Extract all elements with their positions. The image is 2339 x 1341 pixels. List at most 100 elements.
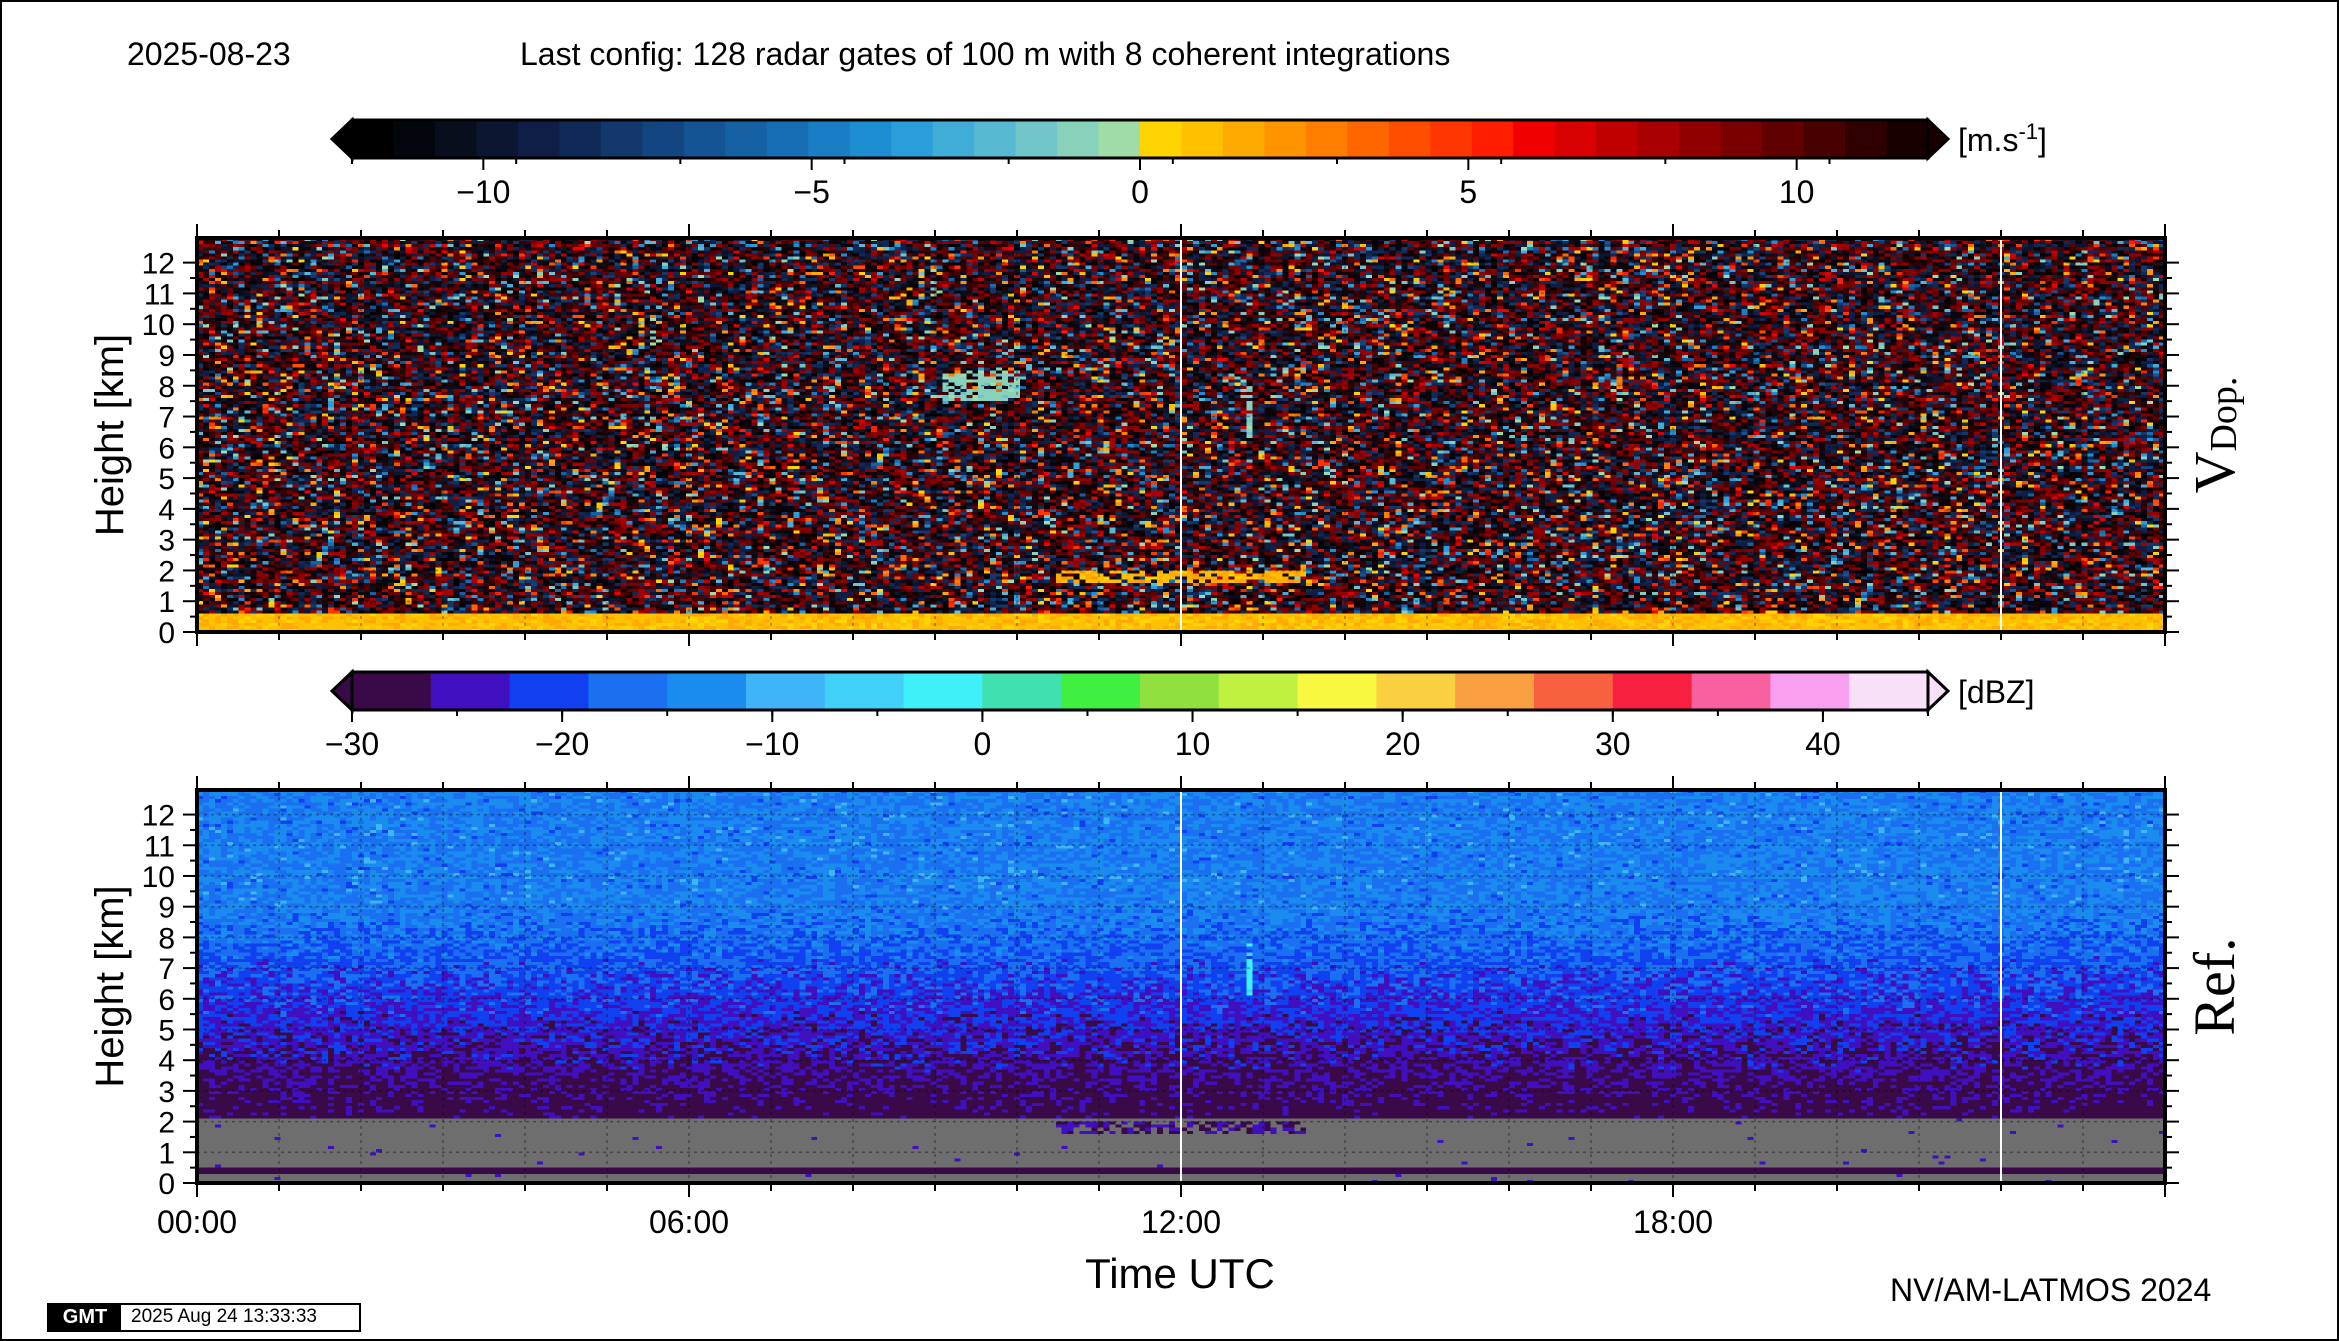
y-tick-label: 10: [142, 861, 175, 894]
colorbar-swatch: [1770, 672, 1850, 710]
colorbar-low-arrow: [329, 668, 354, 714]
y-tick-label: 7: [158, 402, 175, 435]
colorbar-swatch: [1061, 672, 1141, 710]
colorbar-tick-label: −30: [325, 726, 379, 762]
colorbar-swatch: [1596, 120, 1639, 158]
y-tick-label: 3: [158, 1076, 175, 1109]
colorbar-swatch: [1637, 120, 1680, 158]
colorbar-swatch: [1305, 120, 1348, 158]
colorbar-swatch: [1388, 120, 1431, 158]
colorbar-swatch: [766, 120, 809, 158]
x-tick-label: 06:00: [649, 1204, 729, 1240]
y-axis-label: Height [km]: [88, 885, 132, 1087]
colorbar-swatch: [982, 672, 1062, 710]
colorbar-tick-label: 20: [1385, 726, 1421, 762]
y-tick-label: 1: [158, 586, 175, 619]
colorbar-swatch: [974, 120, 1017, 158]
colorbar-swatch: [1534, 672, 1614, 710]
y-tick-label: 6: [158, 984, 175, 1017]
colorbar-swatch: [1554, 120, 1597, 158]
colorbar-swatch: [1886, 120, 1929, 158]
colorbar-swatch: [1845, 120, 1888, 158]
colorbar-swatch: [667, 672, 747, 710]
colorbar-swatch: [1181, 120, 1224, 158]
colorbar-swatch: [1691, 672, 1771, 710]
y-tick-label: 8: [158, 371, 175, 404]
velocity-colorbar: −10 −5 0 5 10 [m.s-1]: [329, 116, 2047, 210]
colorbar-low-arrow: [329, 116, 354, 162]
colorbar-swatch: [824, 672, 905, 710]
y-tick-label: 12: [142, 800, 175, 833]
colorbar-swatch: [1218, 672, 1299, 710]
gmt-timestamp: 2025 Aug 24 13:33:33: [131, 1306, 317, 1327]
colorbar-swatch: [430, 672, 511, 710]
y-tick-label: 4: [158, 494, 175, 527]
colorbar-tick-label: 10: [1779, 174, 1815, 210]
y-axis-label: Height [km]: [88, 334, 132, 536]
colorbar-tick-label: −5: [793, 174, 829, 210]
colorbar-tick-label: 0: [1131, 174, 1149, 210]
colorbar-swatch: [1849, 672, 1929, 710]
panel-label: VDop.: [2182, 377, 2247, 494]
y-tick-label: 11: [144, 278, 175, 311]
y-tick-label: 9: [158, 892, 175, 925]
colorbar-swatch: [588, 672, 668, 710]
colorbar-swatch: [1222, 120, 1266, 158]
x-axis-label: Time UTC: [1085, 1250, 1275, 1297]
y-tick-label: 9: [158, 340, 175, 373]
colorbar-swatch: [352, 120, 395, 158]
y-tick-label: 4: [158, 1045, 175, 1078]
y-tick-label: 5: [158, 1014, 175, 1047]
colorbar-tick-label: 5: [1459, 174, 1477, 210]
colorbar-swatch: [1015, 120, 1058, 158]
reflectivity-colorbar: −30 −20 −10 0 10 20 30 40 [dBZ]: [325, 668, 2034, 762]
panel-label: Ref.: [2182, 937, 2247, 1035]
gmt-logo: GMT: [49, 1305, 121, 1330]
colorbar-swatch: [1455, 672, 1535, 710]
colorbar-swatch: [1140, 672, 1220, 710]
y-tick-label: 11: [144, 830, 175, 863]
colorbar-swatch: [1057, 120, 1100, 158]
colorbar-swatch: [808, 120, 851, 158]
colorbar-swatch: [1264, 120, 1307, 158]
colorbar-swatch: [1430, 120, 1473, 158]
colorbar-swatch: [1513, 120, 1556, 158]
colorbar-tick-label: 0: [974, 726, 992, 762]
colorbar-tick-label: 40: [1805, 726, 1841, 762]
y-tick-label: 7: [158, 953, 175, 986]
colorbar-swatch: [476, 120, 519, 158]
colorbar-swatch: [849, 120, 892, 158]
y-tick-label: 5: [158, 463, 175, 496]
x-tick-label: 12:00: [1141, 1204, 1221, 1240]
y-tick-label: 10: [142, 309, 175, 342]
credit-label: NV/AM-LATMOS 2024: [1890, 1272, 2212, 1308]
colorbar-swatch: [1098, 120, 1141, 158]
colorbar-swatch: [1297, 672, 1377, 710]
colorbar-swatch: [683, 120, 726, 158]
colorbar-swatch: [891, 120, 934, 158]
colorbar-tick-label: −10: [456, 174, 510, 210]
colorbar-swatch: [903, 672, 983, 710]
colorbar-swatch: [1720, 120, 1763, 158]
y-tick-label: 6: [158, 432, 175, 465]
colorbar-swatch: [746, 672, 826, 710]
colorbar-high-arrow: [1926, 116, 1951, 162]
gmt-timestamp-badge: GMT 2025 Aug 24 13:33:33: [47, 1303, 361, 1332]
y-tick-label: 8: [158, 922, 175, 955]
colorbar-unit: [m.s-1]: [1958, 119, 2047, 158]
colorbar-swatch: [1376, 672, 1456, 710]
colorbar-swatch: [725, 120, 768, 158]
colorbar-swatch: [509, 672, 589, 710]
y-tick-label: 3: [158, 525, 175, 558]
colorbar-tick-label: −20: [535, 726, 589, 762]
colorbar-swatch: [932, 120, 975, 158]
colorbar-swatch: [434, 120, 478, 158]
colorbar-swatch: [1347, 120, 1390, 158]
colorbar-swatch: [1762, 120, 1805, 158]
y-tick-label: 2: [158, 555, 175, 588]
colorbar-tick-label: 30: [1595, 726, 1631, 762]
y-tick-label: 0: [158, 617, 175, 650]
